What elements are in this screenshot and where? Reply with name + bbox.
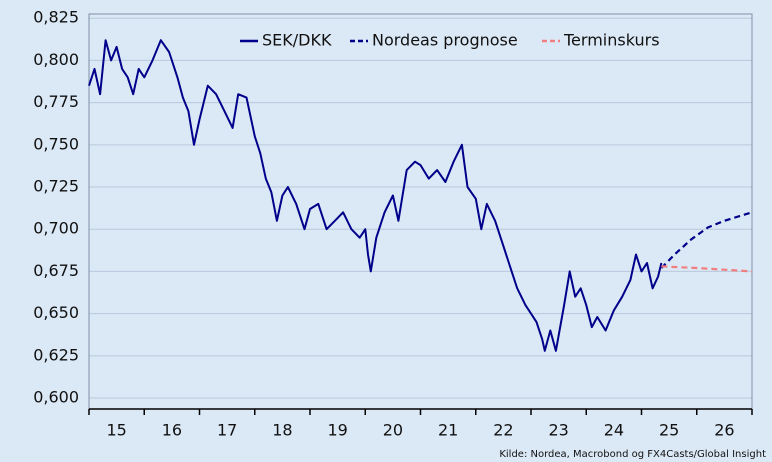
x-tick-label: 18 bbox=[272, 421, 292, 440]
x-tick-label: 17 bbox=[217, 421, 237, 440]
series-line bbox=[660, 211, 753, 269]
y-tick-label: 0,600 bbox=[33, 388, 79, 407]
y-tick-label: 0,650 bbox=[33, 303, 79, 322]
x-tick-label: 22 bbox=[493, 421, 513, 440]
x-tick-label: 16 bbox=[162, 421, 182, 440]
y-tick-label: 0,800 bbox=[33, 50, 79, 69]
x-tick-label: 26 bbox=[714, 421, 734, 440]
y-tick-label: 0,675 bbox=[33, 261, 79, 280]
legend-label: SEK/DKK bbox=[262, 31, 332, 50]
x-tick-label: 20 bbox=[383, 421, 403, 440]
x-tick-label: 24 bbox=[604, 421, 624, 440]
x-tick-label: 23 bbox=[548, 421, 568, 440]
x-tick-label: 21 bbox=[438, 421, 458, 440]
x-tick-label: 25 bbox=[659, 421, 679, 440]
y-tick-label: 0,750 bbox=[33, 134, 79, 153]
x-tick-label: 19 bbox=[327, 421, 347, 440]
source: Kilde: Nordea, Macrobond og FX4Casts/Glo… bbox=[499, 449, 766, 460]
y-tick-label: 0,725 bbox=[33, 177, 79, 196]
y-tick-label: 0,775 bbox=[33, 92, 79, 111]
y-tick-label: 0,625 bbox=[33, 345, 79, 364]
legend-label: Terminskurs bbox=[563, 31, 660, 50]
series-line bbox=[88, 39, 663, 352]
y-tick-label: 0,700 bbox=[33, 219, 79, 238]
x-tick-label: 15 bbox=[106, 421, 126, 440]
legend-label: Nordeas prognose bbox=[372, 31, 518, 50]
y-tick-label: 0,825 bbox=[33, 8, 79, 27]
